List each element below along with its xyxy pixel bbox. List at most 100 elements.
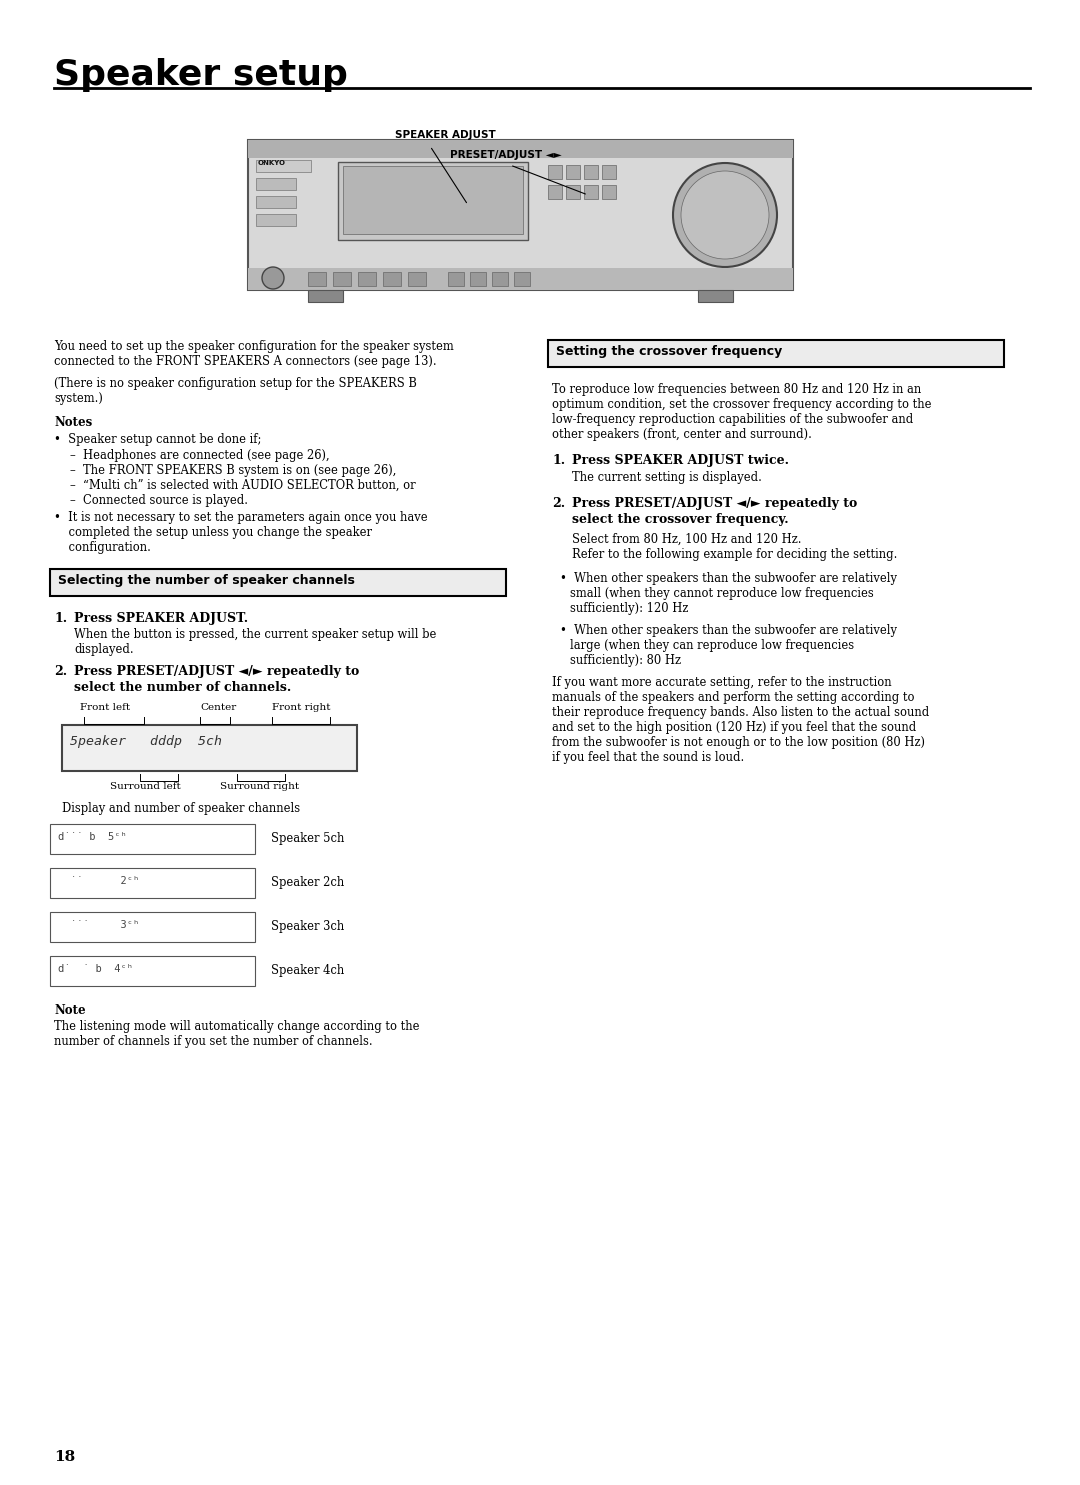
Text: ˙˙      2ᶜʰ: ˙˙ 2ᶜʰ bbox=[58, 876, 139, 887]
Bar bbox=[408, 272, 426, 287]
Text: if you feel that the sound is loud.: if you feel that the sound is loud. bbox=[552, 751, 744, 763]
Bar bbox=[248, 140, 793, 290]
Text: d˙˙˙ b  5ᶜʰ: d˙˙˙ b 5ᶜʰ bbox=[58, 832, 126, 842]
Text: Surround left: Surround left bbox=[110, 783, 180, 792]
Text: To reproduce low frequencies between 80 Hz and 120 Hz in an: To reproduce low frequencies between 80 … bbox=[552, 383, 921, 396]
Text: low-frequency reproduction capabilities of the subwoofer and: low-frequency reproduction capabilities … bbox=[552, 413, 914, 426]
Text: •  When other speakers than the subwoofer are relatively: • When other speakers than the subwoofer… bbox=[561, 572, 897, 585]
Text: displayed.: displayed. bbox=[75, 643, 134, 656]
Text: Front right: Front right bbox=[272, 702, 330, 711]
Text: 1.: 1. bbox=[54, 612, 67, 625]
Bar bbox=[584, 186, 598, 199]
Bar bbox=[333, 272, 351, 287]
Bar bbox=[50, 869, 255, 898]
Text: Speaker setup: Speaker setup bbox=[54, 58, 348, 92]
Text: select the number of channels.: select the number of channels. bbox=[75, 682, 292, 693]
Bar bbox=[566, 165, 580, 180]
Text: 18: 18 bbox=[54, 1449, 76, 1464]
Circle shape bbox=[681, 171, 769, 258]
Text: other speakers (front, center and surround).: other speakers (front, center and surrou… bbox=[552, 428, 812, 441]
Bar bbox=[256, 214, 296, 226]
Text: Front left: Front left bbox=[80, 702, 130, 711]
Bar bbox=[602, 165, 616, 180]
Text: SPEAKER ADJUST: SPEAKER ADJUST bbox=[395, 131, 496, 140]
Text: –  “Multi ch” is selected with AUDIO SELECTOR button, or: – “Multi ch” is selected with AUDIO SELE… bbox=[70, 480, 416, 492]
Text: number of channels if you set the number of channels.: number of channels if you set the number… bbox=[54, 1035, 373, 1048]
Text: 5peaker   dddp  5ch: 5peaker dddp 5ch bbox=[70, 735, 222, 748]
Bar bbox=[584, 165, 598, 180]
Text: Speaker 3ch: Speaker 3ch bbox=[271, 921, 345, 933]
Text: Note: Note bbox=[54, 1004, 85, 1017]
Bar bbox=[338, 162, 528, 241]
Text: Refer to the following example for deciding the setting.: Refer to the following example for decid… bbox=[572, 548, 897, 561]
Bar bbox=[50, 824, 255, 854]
Text: •  It is not necessary to set the parameters again once you have: • It is not necessary to set the paramet… bbox=[54, 511, 428, 524]
Text: Notes: Notes bbox=[54, 416, 92, 429]
Text: (There is no speaker configuration setup for the SPEAKERS B: (There is no speaker configuration setup… bbox=[54, 377, 417, 391]
Text: 2.: 2. bbox=[54, 665, 67, 679]
Text: connected to the FRONT SPEAKERS A connectors (see page 13).: connected to the FRONT SPEAKERS A connec… bbox=[54, 355, 436, 368]
Bar bbox=[492, 272, 508, 287]
Text: sufficiently): 80 Hz: sufficiently): 80 Hz bbox=[570, 653, 681, 667]
Text: Press SPEAKER ADJUST.: Press SPEAKER ADJUST. bbox=[75, 612, 248, 625]
Text: 1.: 1. bbox=[552, 454, 565, 466]
Bar bbox=[50, 912, 255, 941]
Bar bbox=[256, 160, 311, 172]
Bar bbox=[357, 272, 376, 287]
Text: large (when they can reproduce low frequencies: large (when they can reproduce low frequ… bbox=[570, 639, 854, 652]
Text: The current setting is displayed.: The current setting is displayed. bbox=[572, 471, 761, 484]
Text: –  The FRONT SPEAKERS B system is on (see page 26),: – The FRONT SPEAKERS B system is on (see… bbox=[70, 463, 396, 477]
Bar bbox=[548, 340, 1004, 367]
Text: configuration.: configuration. bbox=[54, 541, 151, 554]
Bar bbox=[514, 272, 530, 287]
Text: –  Connected source is played.: – Connected source is played. bbox=[70, 495, 248, 506]
Text: completed the setup unless you change the speaker: completed the setup unless you change th… bbox=[54, 526, 372, 539]
Text: Press PRESET/ADJUST ◄/► repeatedly to: Press PRESET/ADJUST ◄/► repeatedly to bbox=[75, 665, 360, 679]
Bar bbox=[248, 140, 793, 157]
Text: Setting the crossover frequency: Setting the crossover frequency bbox=[556, 345, 782, 358]
Text: Speaker 2ch: Speaker 2ch bbox=[271, 876, 345, 890]
Text: d˙  ˙ b  4ᶜʰ: d˙ ˙ b 4ᶜʰ bbox=[58, 964, 133, 974]
Text: •  When other speakers than the subwoofer are relatively: • When other speakers than the subwoofer… bbox=[561, 624, 897, 637]
Text: and set to the high position (120 Hz) if you feel that the sound: and set to the high position (120 Hz) if… bbox=[552, 722, 916, 734]
Text: When the button is pressed, the current speaker setup will be: When the button is pressed, the current … bbox=[75, 628, 436, 642]
Text: Center: Center bbox=[200, 702, 237, 711]
Text: If you want more accurate setting, refer to the instruction: If you want more accurate setting, refer… bbox=[552, 676, 892, 689]
Bar bbox=[62, 725, 357, 771]
Text: You need to set up the speaker configuration for the speaker system: You need to set up the speaker configura… bbox=[54, 340, 454, 353]
Bar bbox=[548, 186, 562, 199]
Text: •  Speaker setup cannot be done if;: • Speaker setup cannot be done if; bbox=[54, 434, 261, 445]
Text: –  Headphones are connected (see page 26),: – Headphones are connected (see page 26)… bbox=[70, 448, 329, 462]
Bar bbox=[698, 290, 733, 301]
Text: Display and number of speaker channels: Display and number of speaker channels bbox=[62, 802, 300, 815]
Text: Press PRESET/ADJUST ◄/► repeatedly to: Press PRESET/ADJUST ◄/► repeatedly to bbox=[572, 497, 858, 509]
Text: ˙˙˙     3ᶜʰ: ˙˙˙ 3ᶜʰ bbox=[58, 921, 139, 930]
Bar bbox=[256, 196, 296, 208]
Text: optimum condition, set the crossover frequency according to the: optimum condition, set the crossover fre… bbox=[552, 398, 931, 411]
Bar bbox=[343, 166, 523, 235]
Circle shape bbox=[262, 267, 284, 290]
Text: sufficiently): 120 Hz: sufficiently): 120 Hz bbox=[570, 601, 688, 615]
Text: The listening mode will automatically change according to the: The listening mode will automatically ch… bbox=[54, 1020, 419, 1034]
Text: Surround right: Surround right bbox=[220, 783, 299, 792]
Bar bbox=[448, 272, 464, 287]
Text: system.): system.) bbox=[54, 392, 103, 405]
Text: select the crossover frequency.: select the crossover frequency. bbox=[572, 512, 788, 526]
Bar bbox=[548, 165, 562, 180]
Bar bbox=[50, 956, 255, 986]
Text: Select from 80 Hz, 100 Hz and 120 Hz.: Select from 80 Hz, 100 Hz and 120 Hz. bbox=[572, 533, 801, 546]
Text: small (when they cannot reproduce low frequencies: small (when they cannot reproduce low fr… bbox=[570, 587, 874, 600]
Text: 2.: 2. bbox=[552, 497, 565, 509]
Bar bbox=[256, 178, 296, 190]
Text: manuals of the speakers and perform the setting according to: manuals of the speakers and perform the … bbox=[552, 691, 915, 704]
Bar bbox=[308, 272, 326, 287]
Bar bbox=[566, 186, 580, 199]
Text: from the subwoofer is not enough or to the low position (80 Hz): from the subwoofer is not enough or to t… bbox=[552, 737, 924, 748]
Bar bbox=[602, 186, 616, 199]
Text: Selecting the number of speaker channels: Selecting the number of speaker channels bbox=[58, 575, 355, 587]
Bar bbox=[470, 272, 486, 287]
Bar bbox=[50, 569, 507, 595]
Text: Speaker 4ch: Speaker 4ch bbox=[271, 964, 345, 977]
Bar bbox=[248, 267, 793, 290]
Bar bbox=[383, 272, 401, 287]
